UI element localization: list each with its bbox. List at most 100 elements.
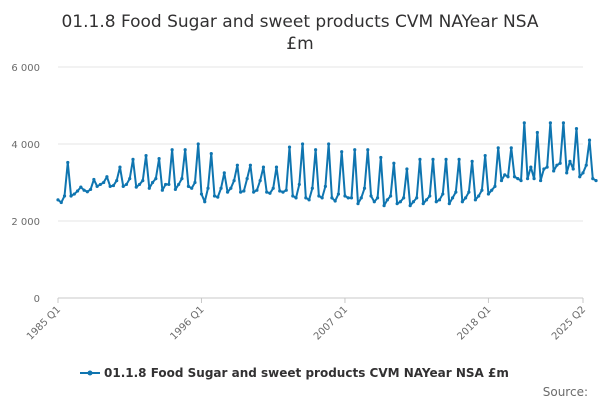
data-point[interactable]: [291, 194, 295, 198]
data-point[interactable]: [340, 150, 344, 154]
data-point[interactable]: [349, 196, 354, 200]
data-point[interactable]: [219, 186, 223, 190]
data-point[interactable]: [369, 194, 373, 198]
data-point[interactable]: [193, 180, 197, 185]
data-point[interactable]: [496, 146, 500, 150]
data-point[interactable]: [483, 153, 487, 158]
data-point[interactable]: [98, 182, 102, 187]
data-point[interactable]: [392, 161, 396, 165]
data-point[interactable]: [574, 127, 579, 131]
data-point[interactable]: [212, 194, 217, 198]
data-point[interactable]: [444, 157, 448, 161]
data-point[interactable]: [578, 175, 582, 179]
data-point[interactable]: [255, 188, 259, 192]
data-point[interactable]: [206, 186, 210, 190]
data-point[interactable]: [304, 196, 308, 200]
data-point[interactable]: [460, 200, 464, 204]
data-point[interactable]: [411, 200, 416, 204]
data-point[interactable]: [137, 182, 142, 187]
data-point[interactable]: [164, 182, 168, 187]
data-point[interactable]: [124, 182, 129, 187]
data-point[interactable]: [509, 146, 513, 150]
data-point[interactable]: [108, 184, 112, 188]
data-point[interactable]: [180, 177, 184, 181]
data-point[interactable]: [584, 163, 588, 167]
data-point[interactable]: [157, 157, 161, 161]
data-point[interactable]: [307, 198, 311, 202]
data-point[interactable]: [431, 157, 435, 161]
data-point[interactable]: [147, 186, 151, 190]
data-point[interactable]: [72, 192, 76, 196]
data-point[interactable]: [359, 196, 363, 200]
data-point[interactable]: [310, 186, 314, 190]
data-point[interactable]: [346, 196, 350, 200]
data-point[interactable]: [141, 178, 145, 183]
data-point[interactable]: [539, 178, 543, 183]
data-point[interactable]: [343, 194, 347, 198]
data-point[interactable]: [144, 153, 148, 158]
data-point[interactable]: [565, 171, 569, 175]
data-point[interactable]: [115, 178, 119, 183]
data-point[interactable]: [177, 182, 181, 187]
data-point[interactable]: [333, 199, 337, 203]
data-point[interactable]: [516, 177, 520, 181]
data-point[interactable]: [493, 184, 497, 188]
data-point[interactable]: [330, 196, 334, 200]
data-point[interactable]: [235, 163, 239, 167]
data-point[interactable]: [75, 189, 80, 193]
data-point[interactable]: [434, 200, 438, 204]
data-point[interactable]: [421, 202, 425, 206]
data-point[interactable]: [486, 192, 491, 196]
data-point[interactable]: [186, 184, 191, 188]
data-point[interactable]: [506, 175, 510, 179]
series-line[interactable]: [57, 121, 597, 207]
data-point[interactable]: [105, 175, 109, 179]
data-point[interactable]: [398, 200, 402, 204]
data-point[interactable]: [450, 196, 455, 200]
data-point[interactable]: [134, 185, 138, 189]
data-point[interactable]: [428, 194, 432, 198]
data-point[interactable]: [375, 196, 380, 200]
legend[interactable]: 01.1.8 Food Sugar and sweet products CVM…: [80, 366, 509, 380]
data-point[interactable]: [418, 157, 422, 161]
data-point[interactable]: [395, 202, 399, 206]
data-point[interactable]: [379, 155, 383, 160]
data-point[interactable]: [522, 121, 526, 125]
data-point[interactable]: [278, 189, 282, 193]
data-point[interactable]: [552, 169, 556, 173]
data-point[interactable]: [512, 175, 517, 179]
data-point[interactable]: [131, 157, 135, 161]
data-point[interactable]: [424, 198, 429, 202]
data-point[interactable]: [581, 171, 585, 175]
data-point[interactable]: [454, 190, 458, 194]
data-point[interactable]: [154, 177, 158, 181]
data-point[interactable]: [199, 192, 204, 196]
data-point[interactable]: [587, 138, 592, 142]
data-point[interactable]: [167, 182, 171, 187]
data-point[interactable]: [274, 165, 279, 169]
data-point[interactable]: [499, 178, 504, 183]
data-point[interactable]: [268, 191, 272, 195]
data-point[interactable]: [160, 188, 164, 192]
data-point[interactable]: [353, 148, 357, 152]
data-point[interactable]: [548, 121, 552, 125]
data-point[interactable]: [118, 165, 122, 169]
data-point[interactable]: [66, 160, 70, 165]
data-point[interactable]: [467, 190, 471, 194]
data-point[interactable]: [473, 198, 477, 202]
data-point[interactable]: [128, 177, 132, 181]
data-point[interactable]: [258, 178, 262, 183]
data-point[interactable]: [568, 159, 572, 163]
data-point[interactable]: [245, 177, 249, 181]
data-point[interactable]: [222, 171, 226, 175]
data-point[interactable]: [239, 190, 243, 194]
data-point[interactable]: [121, 184, 125, 188]
data-point[interactable]: [225, 190, 230, 194]
data-point[interactable]: [480, 188, 484, 192]
data-point[interactable]: [294, 196, 298, 200]
data-point[interactable]: [281, 190, 285, 194]
data-point[interactable]: [209, 152, 213, 156]
data-point[interactable]: [477, 194, 481, 198]
data-point[interactable]: [59, 200, 63, 205]
data-point[interactable]: [265, 190, 269, 194]
